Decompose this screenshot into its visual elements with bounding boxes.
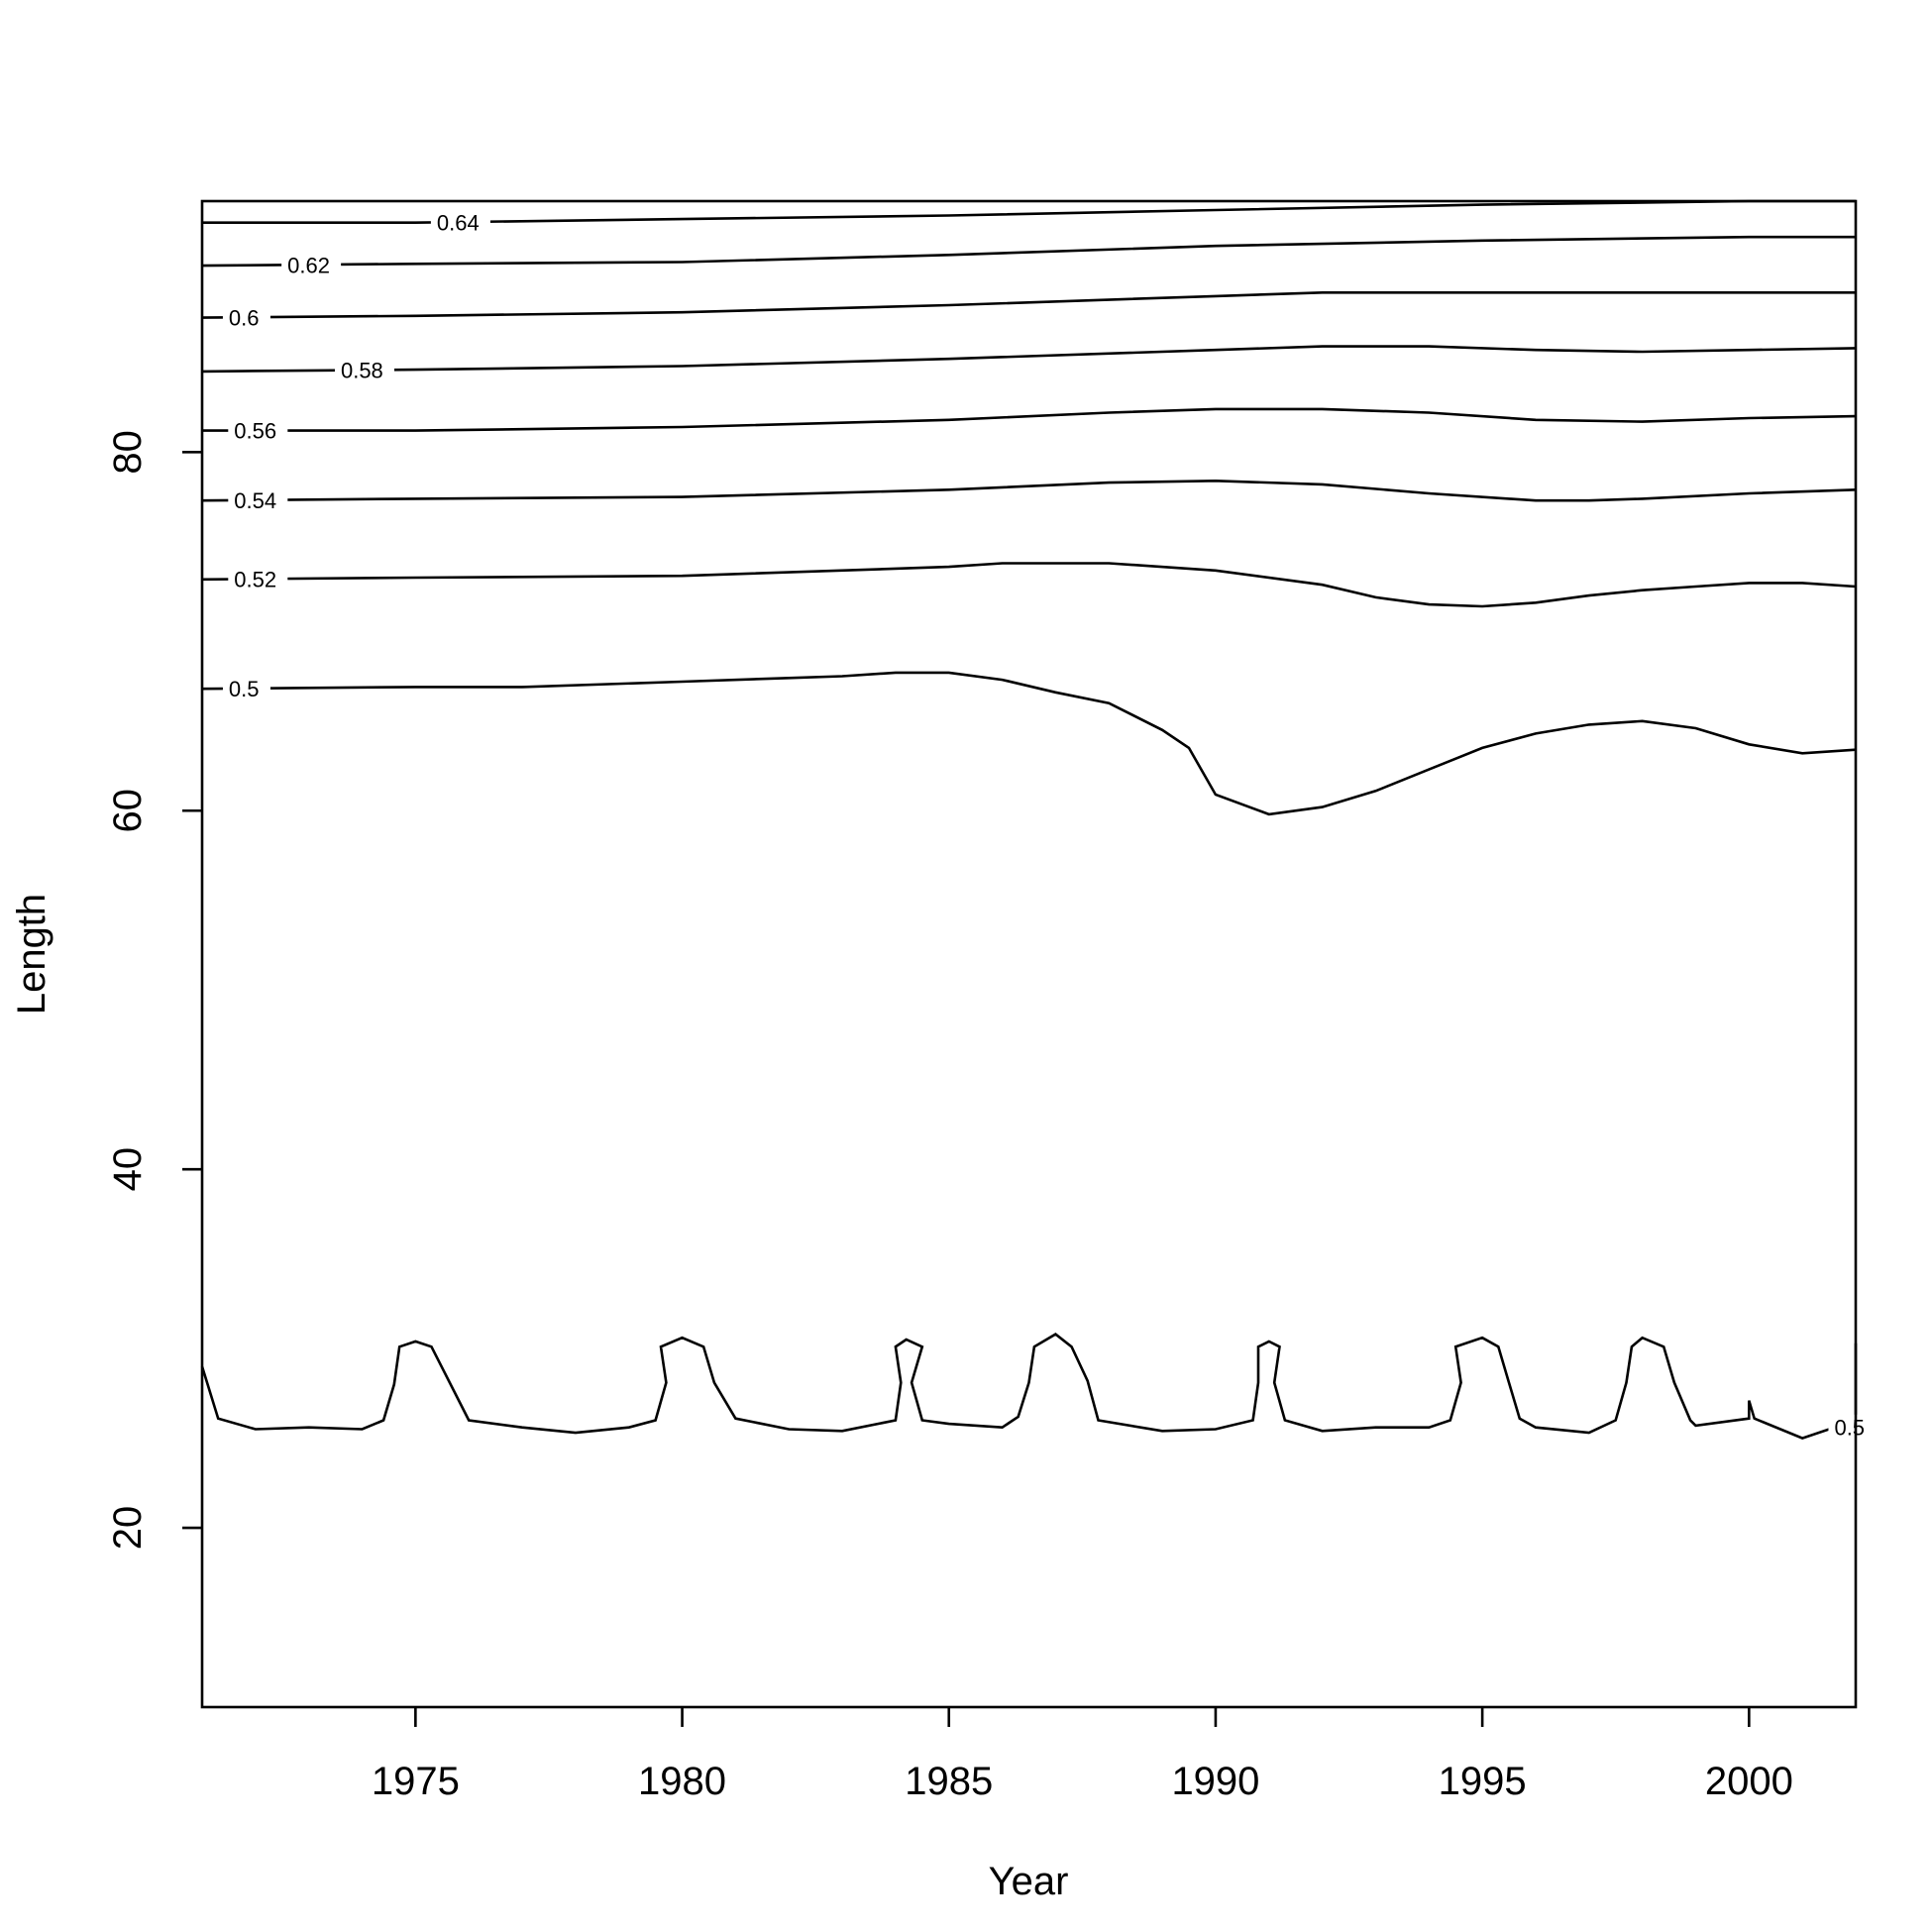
x-tick-label-5: 2000 xyxy=(1705,1760,1793,1803)
contour-label-bg-6 xyxy=(228,566,288,592)
contour-label-bg-1 xyxy=(281,252,342,278)
contour-line-2 xyxy=(201,290,1856,319)
contour-label-bg-0 xyxy=(430,209,490,236)
contour-label-0: 0.64 xyxy=(437,210,480,235)
contour-line-8 xyxy=(200,1333,1858,1440)
contour-lines xyxy=(200,199,1858,1440)
contour-line-1 xyxy=(201,235,1856,268)
y-tick-label-2: 60 xyxy=(106,789,150,833)
contour-line-4 xyxy=(202,407,1857,432)
x-tick-label-2: 1985 xyxy=(905,1760,993,1803)
x-tick-label-1: 1980 xyxy=(638,1760,726,1803)
contour-labels: 0.64 0.62 0.6 0.58 0.56 0.54 0.52 0.5 0.5 xyxy=(222,209,1877,1441)
x-tick-label-4: 1995 xyxy=(1439,1760,1527,1803)
plot-frame xyxy=(200,199,1858,1709)
contour-label-bg-5 xyxy=(228,486,288,513)
contour-label-1: 0.62 xyxy=(287,253,330,277)
y-tick-label-0: 20 xyxy=(106,1506,150,1551)
contour-label-8: 0.5 xyxy=(1834,1416,1865,1441)
contour-line-3 xyxy=(201,345,1857,374)
x-tick-label-3: 1990 xyxy=(1171,1760,1259,1803)
x-tick-label-0: 1975 xyxy=(372,1760,460,1803)
contour-line-7 xyxy=(201,671,1857,816)
contour-label-3: 0.58 xyxy=(341,359,383,383)
x-axis-label: Year xyxy=(989,1860,1069,1903)
y-axis: 20 40 60 80 xyxy=(106,430,202,1550)
contour-line-6 xyxy=(201,562,1857,608)
contour-label-bg-3 xyxy=(334,357,394,383)
contour-label-4: 0.56 xyxy=(234,419,276,444)
y-tick-label-3: 80 xyxy=(106,430,150,475)
contour-label-5: 0.54 xyxy=(234,488,276,513)
contour-line-5 xyxy=(201,479,1857,502)
contour-label-7: 0.5 xyxy=(229,677,260,701)
contour-label-bg-8 xyxy=(1828,1414,1877,1441)
contour-label-bg-2 xyxy=(222,304,270,331)
contour-label-bg-7 xyxy=(222,675,270,701)
contour-label-bg-4 xyxy=(228,417,288,444)
y-axis-label: Length xyxy=(10,894,54,1015)
y-tick-label-1: 40 xyxy=(106,1147,150,1192)
contour-label-2: 0.6 xyxy=(229,305,260,330)
contour-label-6: 0.52 xyxy=(234,568,276,592)
x-axis: 1975 1980 1985 1990 1995 2000 xyxy=(372,1707,1793,1803)
